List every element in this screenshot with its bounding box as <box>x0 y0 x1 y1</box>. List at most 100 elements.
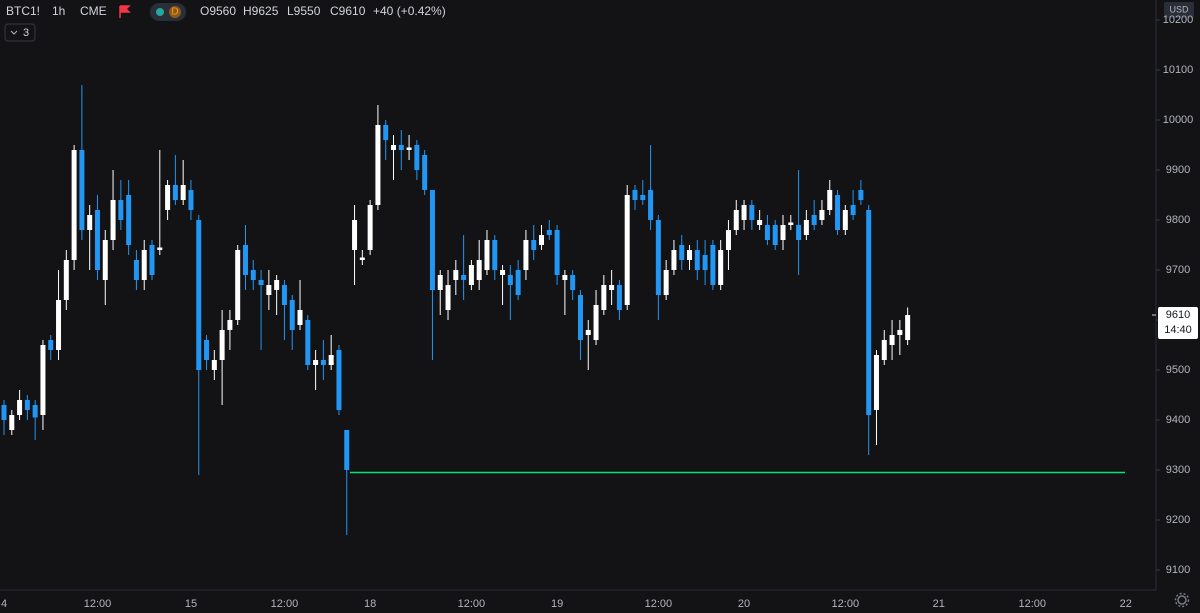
candle-body <box>71 150 77 260</box>
candle-body <box>757 220 763 225</box>
candle-body <box>500 270 506 275</box>
candle-body <box>554 230 560 275</box>
candle-body <box>87 215 93 230</box>
x-tick-label: 21 <box>933 598 945 610</box>
candle-body <box>1 405 7 420</box>
candle-body <box>585 330 591 335</box>
candle-body <box>258 280 264 285</box>
legend-open: O9560 <box>200 4 236 18</box>
legend-change: +40 (+0.42%) <box>373 4 446 18</box>
candle-body <box>383 125 389 140</box>
candle-body <box>305 320 311 365</box>
candle-body <box>375 125 381 205</box>
currency-box <box>1164 2 1194 18</box>
x-tick-label: 12:00 <box>832 598 860 610</box>
candle-body <box>437 275 443 290</box>
candle-body <box>391 145 396 150</box>
candle-body <box>593 305 599 340</box>
candle-body <box>640 195 646 200</box>
candle-body <box>507 275 513 285</box>
candle-body <box>110 200 116 240</box>
x-tick-label: 20 <box>738 598 750 610</box>
candle-body <box>422 155 428 190</box>
candle-body <box>835 195 841 230</box>
candle-body <box>141 250 147 280</box>
settings-icon[interactable] <box>1174 592 1190 608</box>
candle-body <box>48 340 54 350</box>
x-tick-label: 12:00 <box>1019 598 1047 610</box>
candle-body <box>624 195 630 305</box>
candle-body <box>344 430 350 470</box>
candle-body <box>897 330 903 335</box>
candle-body <box>811 215 817 225</box>
candle-body <box>827 190 833 210</box>
candle-body <box>663 270 669 295</box>
countdown: 14:40 <box>1164 324 1192 336</box>
flag-icon[interactable] <box>119 5 131 18</box>
x-tick-label: 12:00 <box>271 598 299 610</box>
x-tick-label: 18 <box>364 598 376 610</box>
candle-body <box>289 300 295 330</box>
candle-body <box>461 275 467 280</box>
candle-body <box>274 280 280 290</box>
candle-body <box>359 257 365 260</box>
candle-body <box>609 285 615 290</box>
candle-body <box>468 265 474 285</box>
y-tick-label: 10100 <box>1163 64 1194 76</box>
candle-body <box>414 145 420 170</box>
status-letter: D <box>171 7 178 18</box>
candle-body <box>889 335 895 345</box>
candle-body <box>9 415 15 430</box>
candle-body <box>531 240 537 250</box>
candle-body <box>819 210 825 220</box>
candle-body <box>172 185 178 200</box>
candle-body <box>242 245 248 275</box>
candle-body <box>211 360 217 370</box>
candle-body <box>235 250 241 320</box>
indicators-toggle[interactable] <box>4 23 36 42</box>
y-tick-label: 9300 <box>1166 464 1190 476</box>
y-tick-label: 9800 <box>1166 214 1190 226</box>
candle-body <box>149 245 155 275</box>
candle-body <box>655 220 661 295</box>
candle-body <box>601 285 607 310</box>
candle-body <box>648 190 654 220</box>
candle-body <box>687 250 693 260</box>
candle-body <box>281 285 287 305</box>
gear-ring <box>1177 595 1187 605</box>
candle-body <box>492 240 498 270</box>
x-tick-label: 12:00 <box>645 598 673 610</box>
candle-body <box>126 195 132 245</box>
candle-body <box>367 205 373 250</box>
status-dot <box>156 8 164 16</box>
candle-body <box>165 185 171 210</box>
candle-body <box>204 340 210 360</box>
candle-body <box>741 205 747 220</box>
candle-body <box>725 230 731 250</box>
candle-body <box>733 210 739 230</box>
candle-body <box>32 405 38 418</box>
y-tick-label: 9100 <box>1166 564 1190 576</box>
candle-body <box>866 210 872 415</box>
currency: USD <box>1169 4 1189 14</box>
candle-body <box>133 260 139 280</box>
price-label-box <box>1158 307 1198 339</box>
candle-body <box>858 190 864 200</box>
candle-body <box>523 240 529 270</box>
candle-body <box>352 220 358 250</box>
candle-body <box>24 400 30 410</box>
candle-body <box>266 285 272 295</box>
candle-body <box>616 285 622 310</box>
candle-body <box>702 255 708 270</box>
candle-body <box>873 355 879 410</box>
candle-body <box>476 260 482 280</box>
candle-body <box>406 147 412 150</box>
candle-body <box>679 245 685 260</box>
x-tick-label: 4 <box>1 598 7 610</box>
candle-body <box>313 360 319 365</box>
candle-body <box>188 190 194 210</box>
candle-body <box>577 295 583 340</box>
indicator-count: 3 <box>23 27 29 39</box>
